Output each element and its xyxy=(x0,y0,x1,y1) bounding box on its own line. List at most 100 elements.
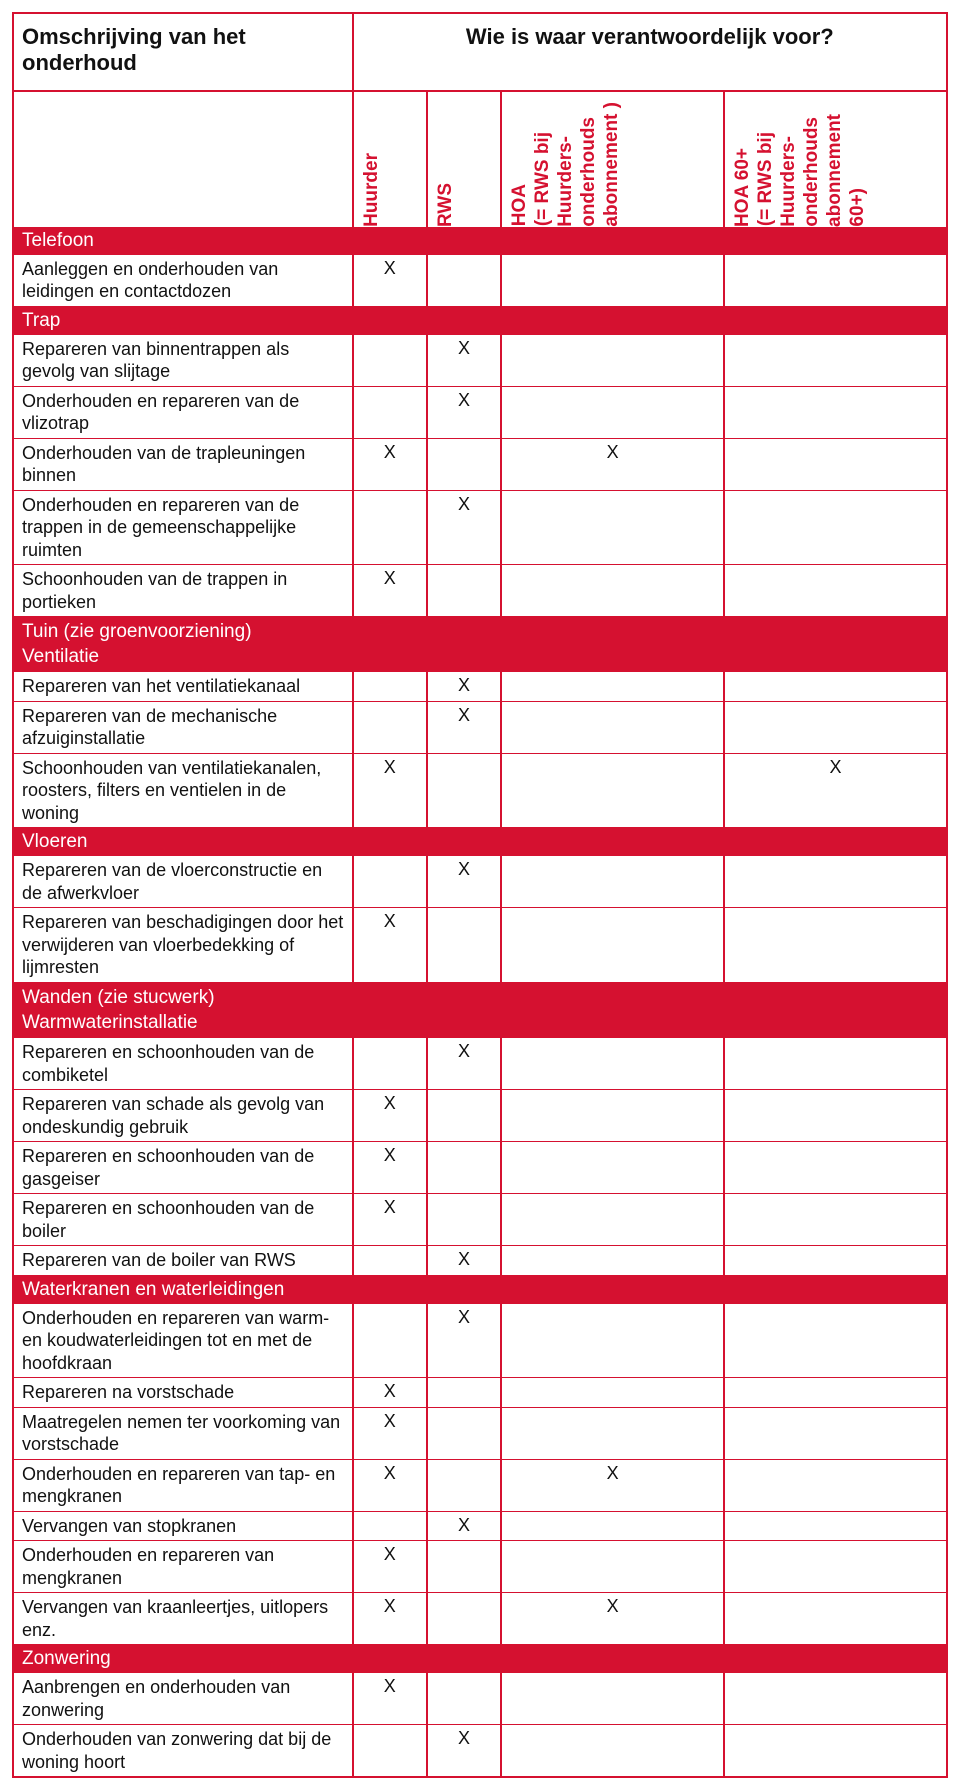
mark-c2 xyxy=(427,1407,501,1459)
mark-c3: X xyxy=(501,438,724,490)
header-right: Wie is waar verantwoordelijk voor? xyxy=(353,13,947,91)
row-description: Onderhouden en repareren van mengkranen xyxy=(13,1541,353,1593)
mark-c3 xyxy=(501,1541,724,1593)
mark-c2 xyxy=(427,255,501,307)
row-description: Vervangen van kraanleertjes, uitlopers e… xyxy=(13,1593,353,1645)
mark-c3 xyxy=(501,1142,724,1194)
mark-c1: X xyxy=(353,908,427,983)
mark-c4 xyxy=(724,255,947,307)
row-description: Repareren van de vloerconstructie en de … xyxy=(13,856,353,908)
row-description: Aanbrengen en onderhouden van zonwering xyxy=(13,1673,353,1725)
mark-c2: X xyxy=(427,1511,501,1541)
row-description: Onderhouden en repareren van de trappen … xyxy=(13,490,353,565)
mark-c2: X xyxy=(427,701,501,753)
mark-c2 xyxy=(427,1673,501,1725)
section-title-line: Ventilatie xyxy=(22,645,938,670)
section-title-line: Wanden (zie stucwerk) xyxy=(22,986,938,1011)
mark-c1 xyxy=(353,490,427,565)
mark-c1: X xyxy=(353,753,427,828)
mark-c4 xyxy=(724,1378,947,1408)
mark-c2 xyxy=(427,1142,501,1194)
mark-c4 xyxy=(724,701,947,753)
mark-c2: X xyxy=(427,1246,501,1276)
mark-c3 xyxy=(501,490,724,565)
mark-c1: X xyxy=(353,1194,427,1246)
mark-c2: X xyxy=(427,386,501,438)
mark-c2: X xyxy=(427,490,501,565)
mark-c4 xyxy=(724,672,947,701)
section-title-line: Warmwaterinstallatie xyxy=(22,1011,938,1036)
mark-c3 xyxy=(501,1673,724,1725)
section-title: Telefoon xyxy=(13,227,947,255)
responsibility-table: Omschrijving van het onderhoud Wie is wa… xyxy=(12,12,948,1778)
mark-c3 xyxy=(501,701,724,753)
mark-c3 xyxy=(501,1407,724,1459)
row-description: Repareren en schoonhouden van de gasgeis… xyxy=(13,1142,353,1194)
mark-c4: X xyxy=(724,753,947,828)
row-description: Schoonhouden van de trappen in portieken xyxy=(13,565,353,617)
row-description: Onderhouden en repareren van tap- en men… xyxy=(13,1459,353,1511)
mark-c4 xyxy=(724,1725,947,1778)
mark-c4 xyxy=(724,1511,947,1541)
mark-c2 xyxy=(427,1459,501,1511)
row-description: Repareren van binnentrappen als gevolg v… xyxy=(13,335,353,387)
mark-c1 xyxy=(353,1038,427,1090)
mark-c3 xyxy=(501,255,724,307)
mark-c1 xyxy=(353,856,427,908)
mark-c4 xyxy=(724,1593,947,1645)
mark-c4 xyxy=(724,1304,947,1378)
mark-c4 xyxy=(724,1142,947,1194)
section-title: Zonwering xyxy=(13,1645,947,1674)
mark-c4 xyxy=(724,1459,947,1511)
mark-c1 xyxy=(353,1246,427,1276)
mark-c1: X xyxy=(353,1541,427,1593)
row-description: Onderhouden en repareren van warm- en ko… xyxy=(13,1304,353,1378)
mark-c3 xyxy=(501,335,724,387)
mark-c4 xyxy=(724,1090,947,1142)
mark-c3: X xyxy=(501,1593,724,1645)
mark-c2 xyxy=(427,1090,501,1142)
row-description: Repareren van de mechanische afzuiginsta… xyxy=(13,701,353,753)
mark-c4 xyxy=(724,438,947,490)
section-title: Wanden (zie stucwerk)Warmwaterinstallati… xyxy=(13,982,947,1038)
mark-c1: X xyxy=(353,1459,427,1511)
mark-c4 xyxy=(724,1246,947,1276)
mark-c4 xyxy=(724,1673,947,1725)
mark-c2 xyxy=(427,438,501,490)
mark-c4 xyxy=(724,565,947,617)
mark-c1: X xyxy=(353,1593,427,1645)
mark-c1 xyxy=(353,335,427,387)
mark-c4 xyxy=(724,335,947,387)
mark-c2 xyxy=(427,1593,501,1645)
section-title: Vloeren xyxy=(13,828,947,857)
mark-c2 xyxy=(427,908,501,983)
mark-c2: X xyxy=(427,335,501,387)
mark-c3 xyxy=(501,565,724,617)
mark-c4 xyxy=(724,386,947,438)
mark-c3 xyxy=(501,1038,724,1090)
mark-c4 xyxy=(724,490,947,565)
row-description: Repareren van de boiler van RWS xyxy=(13,1246,353,1276)
mark-c3 xyxy=(501,1725,724,1778)
row-description: Onderhouden van de trapleuningen binnen xyxy=(13,438,353,490)
mark-c1: X xyxy=(353,1378,427,1408)
mark-c1 xyxy=(353,701,427,753)
section-title: Waterkranen en waterleidingen xyxy=(13,1275,947,1304)
row-description: Repareren van beschadigingen door het ve… xyxy=(13,908,353,983)
row-description: Vervangen van stopkranen xyxy=(13,1511,353,1541)
mark-c1 xyxy=(353,1725,427,1778)
mark-c2: X xyxy=(427,856,501,908)
mark-c4 xyxy=(724,1194,947,1246)
mark-c2: X xyxy=(427,1304,501,1378)
mark-c2 xyxy=(427,1194,501,1246)
mark-c1: X xyxy=(353,1407,427,1459)
mark-c2: X xyxy=(427,1038,501,1090)
mark-c1 xyxy=(353,386,427,438)
colhead-hoa60: HOA 60+ (= RWS bij Huurders- onderhouds … xyxy=(724,91,947,227)
mark-c1 xyxy=(353,1304,427,1378)
section-title-line: Tuin (zie groenvoorziening) xyxy=(22,620,938,645)
mark-c4 xyxy=(724,1038,947,1090)
mark-c3 xyxy=(501,386,724,438)
colhead-rws: RWS xyxy=(427,91,501,227)
row-description: Onderhouden en repareren van de vlizotra… xyxy=(13,386,353,438)
